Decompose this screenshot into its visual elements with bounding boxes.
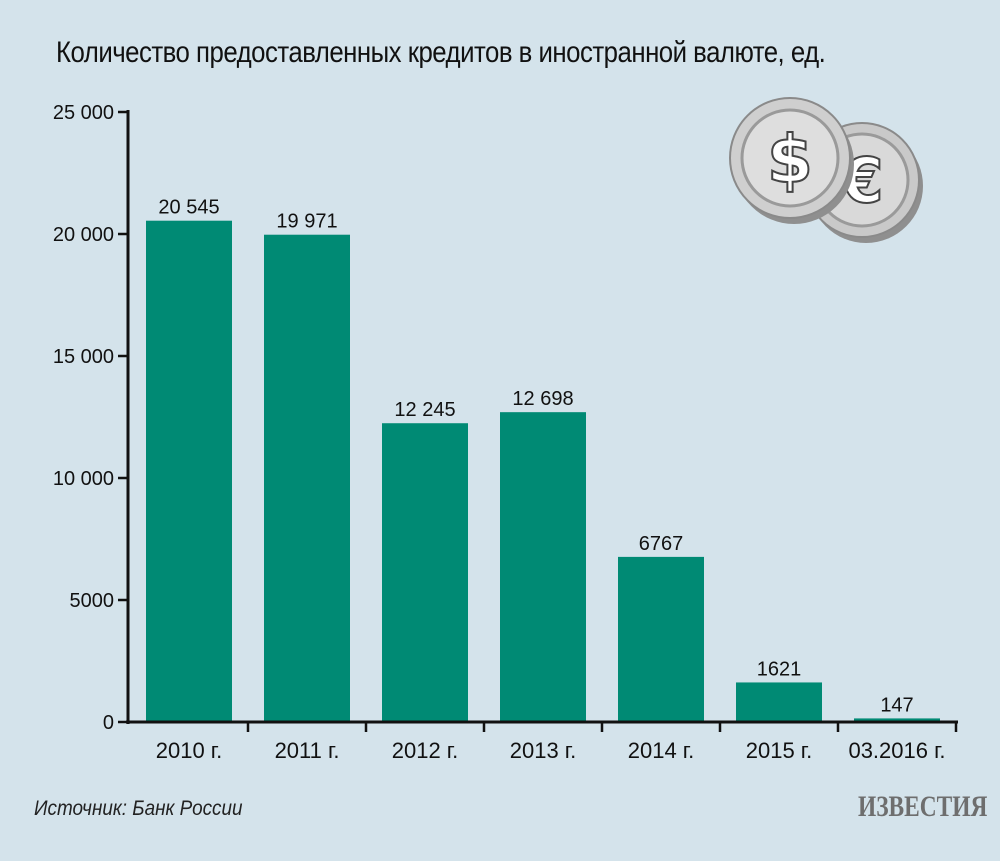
data-label: 19 971	[276, 211, 337, 233]
x-tick-label: 03.2016 г.	[848, 738, 945, 763]
y-tick-label: 5000	[70, 590, 115, 612]
bar	[382, 423, 468, 722]
y-tick-label: 20 000	[53, 224, 114, 246]
bar	[854, 718, 940, 722]
x-tick-label: 2010 г.	[156, 738, 223, 763]
publisher-logo: ИЗВЕСТИЯ	[858, 790, 988, 823]
bar	[618, 556, 704, 722]
y-axis: 0 5000 10 000 15 000 20 000 25 000	[53, 102, 130, 734]
bar	[146, 220, 232, 722]
x-tick-label: 2013 г.	[510, 738, 577, 763]
x-tick-label: 2015 г.	[746, 738, 813, 763]
coins-dollar-euro-icon: € $	[729, 97, 923, 243]
bar	[264, 234, 350, 723]
bar	[736, 682, 822, 722]
x-tick-label: 2012 г.	[392, 738, 459, 763]
chart-title: Количество предоставленных кредитов в ин…	[56, 36, 826, 69]
y-tick-label: 0	[103, 712, 114, 734]
data-labels: 20 545 19 971 12 245 12 698 6767 1621 147	[158, 197, 913, 717]
x-tick-label: 2011 г.	[275, 738, 340, 763]
data-label: 147	[880, 694, 913, 716]
data-label: 12 245	[394, 399, 455, 421]
y-tick-label: 10 000	[53, 468, 114, 490]
x-axis: 2010 г. 2011 г. 2012 г. 2013 г. 2014 г. 2015 …	[126, 720, 958, 763]
data-label: 12 698	[512, 388, 573, 410]
bar	[500, 412, 586, 722]
x-tick-label: 2014 г.	[628, 738, 695, 763]
y-tick-label: 25 000	[53, 102, 114, 124]
data-label: 20 545	[158, 197, 219, 219]
source-note: Источник: Банк России	[34, 797, 243, 820]
data-label: 6767	[639, 533, 684, 555]
bars	[146, 220, 940, 723]
y-tick-label: 15 000	[53, 346, 114, 368]
data-label: 1621	[757, 658, 802, 680]
svg-text:$: $	[767, 121, 813, 198]
